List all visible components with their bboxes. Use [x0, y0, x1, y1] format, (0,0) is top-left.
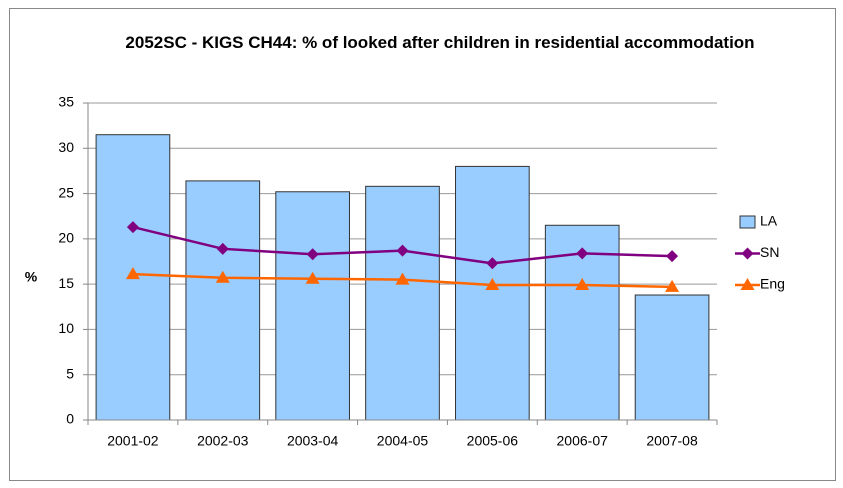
legend-marker	[741, 247, 754, 260]
y-tick-label: 30	[58, 139, 74, 155]
x-tick-label: 2006-07	[557, 433, 609, 449]
x-tick-label: 2002-03	[197, 433, 249, 449]
x-tick-label: 2005-06	[467, 433, 519, 449]
x-tick-label: 2003-04	[287, 433, 339, 449]
y-axis-label: %	[25, 269, 38, 285]
x-tick-label: 2001-02	[107, 433, 159, 449]
marker	[666, 250, 679, 263]
y-tick-label: 0	[66, 411, 74, 427]
y-tick-label: 15	[58, 275, 74, 291]
y-tick-label: 20	[58, 230, 74, 246]
legend-label: Eng	[760, 276, 785, 292]
marker	[306, 248, 319, 261]
marker	[215, 270, 230, 283]
legend-swatch	[739, 215, 756, 229]
legend-marker	[740, 278, 755, 290]
marker	[125, 267, 140, 280]
legend-label: LA	[760, 213, 778, 229]
x-tick-label: 2007-08	[646, 433, 698, 449]
marker	[305, 271, 320, 284]
bar	[634, 294, 710, 421]
marker	[126, 221, 139, 234]
legend-label: SN	[760, 244, 779, 260]
bar	[185, 180, 261, 421]
marker	[486, 257, 499, 270]
marker	[396, 244, 409, 257]
marker	[665, 279, 680, 292]
y-tick-label: 25	[58, 184, 74, 200]
marker	[575, 278, 590, 291]
marker	[216, 242, 229, 255]
y-tick-label: 5	[66, 365, 74, 381]
chart-title: 2052SC - KIGS CH44: % of looked after ch…	[125, 33, 755, 52]
marker	[485, 278, 500, 291]
y-tick-label: 35	[58, 94, 74, 110]
marker	[576, 247, 589, 260]
marker	[395, 272, 410, 285]
bar	[275, 191, 350, 421]
bar	[365, 185, 440, 421]
x-tick-label: 2004-05	[377, 433, 429, 449]
bar	[455, 165, 530, 421]
y-tick-label: 10	[58, 320, 74, 336]
